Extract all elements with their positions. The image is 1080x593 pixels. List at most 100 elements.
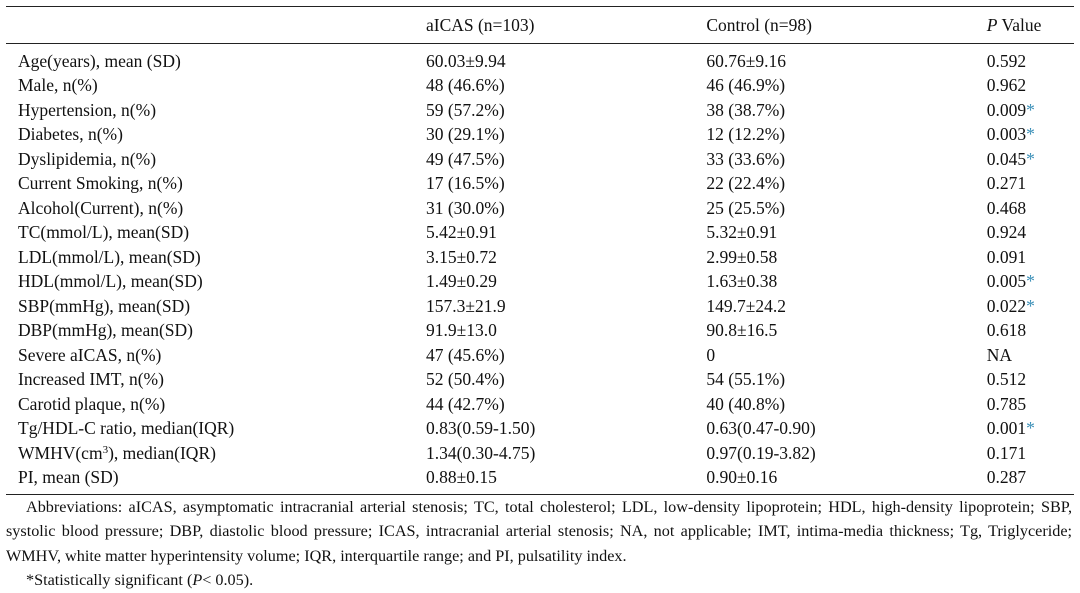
table-footnote: Abbreviations: aICAS, asymptomatic intra… xyxy=(6,495,1072,593)
significance-note-pre: *Statistically significant ( xyxy=(26,571,193,590)
cell-aicas: 0.88±0.15 xyxy=(425,465,707,495)
table-header: aICAS (n=103) Control (n=98) P Value xyxy=(6,6,1074,44)
row-label: Alcohol(Current), n(%) xyxy=(18,197,184,218)
p-value-text: 0.001 xyxy=(986,418,1027,438)
row-label: LDL(mmol/L), mean(SD) xyxy=(18,246,201,267)
table-row: Severe aICAS, n(%) 47 (45.6%) 0 NA xyxy=(6,343,1074,368)
cell-aicas: 60.03±9.94 xyxy=(425,50,506,71)
row-label: Severe aICAS, n(%) xyxy=(18,344,162,365)
cell-p-value: 0.001* xyxy=(987,416,1074,441)
significance-asterisk: * xyxy=(1026,418,1035,438)
baseline-characteristics-table: aICAS (n=103) Control (n=98) P Value Age… xyxy=(6,6,1074,495)
row-label: TC(mmol/L), mean(SD) xyxy=(18,222,190,242)
row-label-post: ), median(IQR) xyxy=(108,442,216,463)
row-label-superscript: 3 xyxy=(102,443,109,456)
cell-aicas: 44 (42.7%) xyxy=(425,393,505,414)
cell-control: 46 (46.9%) xyxy=(706,75,786,95)
table-row: Current Smoking, n(%) 17 (16.5%) 22 (22.4%… xyxy=(6,171,1074,196)
cell-aicas: 3.15±0.72 xyxy=(425,246,497,267)
p-value-text: NA xyxy=(986,344,1013,365)
row-label: Age(years), mean (SD) xyxy=(18,50,181,71)
cell-control: 40 (40.8%) xyxy=(706,393,786,414)
cell-p-value: 0.271 xyxy=(987,171,1074,196)
p-value-text: 0.003 xyxy=(986,124,1027,144)
p-value-text: 0.171 xyxy=(986,442,1027,463)
table-body: Age(years), mean (SD) 60.03±9.94 60.76±9.1… xyxy=(6,43,1074,495)
cell-p-value: 0.045* xyxy=(987,147,1074,172)
abbreviations-note: Abbreviations: aICAS, asymptomatic intra… xyxy=(6,498,1072,565)
significance-asterisk: * xyxy=(1026,124,1035,144)
table-row: Age(years), mean (SD) 60.03±9.94 60.76±9.1… xyxy=(6,43,1074,73)
row-label: Current Smoking, n(%) xyxy=(18,173,183,193)
p-value-text: 0.962 xyxy=(986,75,1027,95)
header-p-value: P Value xyxy=(986,6,1074,44)
cell-aicas: 1.49±0.29 xyxy=(425,271,497,291)
row-label: Diabetes, n(%) xyxy=(18,124,123,144)
cell-p-value: 0.468 xyxy=(987,196,1074,221)
cell-p-value: 0.005* xyxy=(987,269,1074,294)
table-row: Increased IMT, n(%) 52 (50.4%) 54 (55.1%) 0… xyxy=(6,367,1074,392)
cell-p-value: 0.924 xyxy=(987,220,1074,245)
cell-control: 54 (55.1%) xyxy=(706,369,786,389)
row-label: Tg/HDL-C ratio, median(IQR) xyxy=(18,418,235,438)
significance-asterisk: * xyxy=(1026,295,1035,316)
cell-p-value: 0.171 xyxy=(987,441,1074,466)
cell-p-value: 0.785 xyxy=(987,392,1074,417)
cell-p-value: 0.592 xyxy=(987,43,1074,73)
cell-control: 5.32±0.91 xyxy=(706,222,778,242)
cell-aicas: 48 (46.6%) xyxy=(425,75,505,95)
p-value-text: 0.022 xyxy=(986,295,1027,316)
row-label: Carotid plaque, n(%) xyxy=(18,393,166,414)
row-label: Increased IMT, n(%) xyxy=(18,369,164,389)
p-value-text: 0.924 xyxy=(986,222,1027,242)
p-value-text: 0.618 xyxy=(986,320,1027,340)
p-value-text: 0.009 xyxy=(986,99,1027,120)
row-label: SBP(mmHg), mean(SD) xyxy=(18,295,191,316)
cell-control: 149.7±24.2 xyxy=(706,295,786,316)
cell-p-value: 0.512 xyxy=(987,367,1074,392)
cell-p-value: 0.003* xyxy=(987,122,1074,147)
cell-p-value: 0.091 xyxy=(987,245,1074,270)
cell-control: 0.63(0.47-0.90) xyxy=(706,418,816,438)
significance-asterisk: * xyxy=(1026,271,1035,291)
table-row: WMHV(cm3), median(IQR) 1.34(0.30-4.75) 0.9… xyxy=(6,441,1074,466)
significance-note: *Statistically significant (P< 0.05). xyxy=(6,568,1072,592)
cell-control: 25 (25.5%) xyxy=(706,197,786,218)
significance-asterisk: * xyxy=(1026,148,1035,169)
p-value-text: 0.005 xyxy=(986,271,1027,291)
row-label: WMHV(cm3), median(IQR) xyxy=(6,441,426,466)
cell-control: 22 (22.4%) xyxy=(706,173,786,193)
cell-aicas: 52 (50.4%) xyxy=(425,369,505,389)
table-row: Carotid plaque, n(%) 44 (42.7%) 40 (40.8%)… xyxy=(6,392,1074,417)
cell-aicas: 59 (57.2%) xyxy=(425,99,505,120)
row-label: Male, n(%) xyxy=(18,75,98,95)
cell-p-value: 0.287 xyxy=(986,465,1074,495)
significance-note-post: < 0.05). xyxy=(202,571,254,590)
cell-aicas: 0.83(0.59-1.50) xyxy=(425,418,536,438)
header-aicas: aICAS (n=103) xyxy=(425,6,707,44)
p-value-text: 0.091 xyxy=(986,246,1027,267)
cell-p-value: 0.022* xyxy=(987,294,1074,319)
table-row: Hypertension, n(%) 59 (57.2%) 38 (38.7%) 0.… xyxy=(6,98,1074,123)
p-value-text: 0.592 xyxy=(986,50,1027,71)
table-row: LDL(mmol/L), mean(SD) 3.15±0.72 2.99±0.58 0… xyxy=(6,245,1074,270)
p-value-text: 0.468 xyxy=(986,197,1027,218)
cell-control: 33 (33.6%) xyxy=(706,148,786,169)
cell-p-value: NA xyxy=(987,343,1074,368)
table-row: HDL(mmol/L), mean(SD) 1.49±0.29 1.63±0.38 0… xyxy=(6,269,1074,294)
table-row: PI, mean (SD) 0.88±0.15 0.90±0.16 0.287 xyxy=(6,465,1074,495)
cell-aicas: 47 (45.6%) xyxy=(425,344,505,365)
cell-control: 0.97(0.19-3.82) xyxy=(706,442,816,463)
cell-aicas: 91.9±13.0 xyxy=(425,320,497,340)
header-p-letter: P xyxy=(986,15,998,35)
table-row: Male, n(%) 48 (46.6%) 46 (46.9%) 0.962 xyxy=(6,73,1074,98)
significance-asterisk: * xyxy=(1026,99,1035,120)
table-row: Dyslipidemia, n(%) 49 (47.5%) 33 (33.6%) 0.… xyxy=(6,147,1074,172)
cell-p-value: 0.618 xyxy=(987,318,1074,343)
cell-control: 0 xyxy=(706,344,716,365)
header-variable xyxy=(6,6,426,44)
row-label: Hypertension, n(%) xyxy=(18,99,157,120)
cell-aicas: 30 (29.1%) xyxy=(425,124,505,144)
table-row: Diabetes, n(%) 30 (29.1%) 12 (12.2%) 0.003* xyxy=(6,122,1074,147)
